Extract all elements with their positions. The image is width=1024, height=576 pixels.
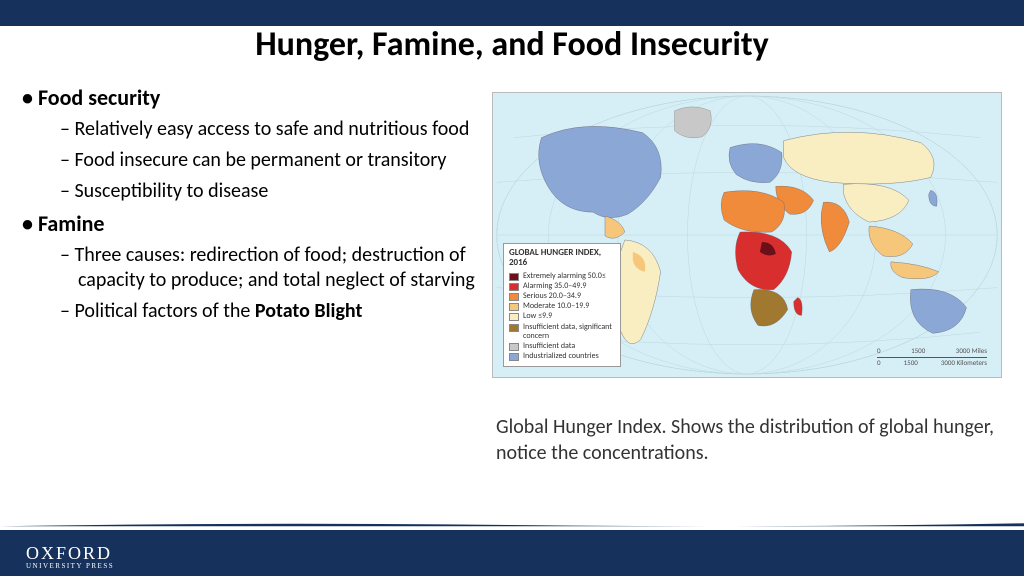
legend-row: Alarming 35.0–49.9 (509, 282, 615, 291)
list-item: Relatively easy access to safe and nutri… (60, 117, 482, 142)
list-item: Three causes: redirection of food; destr… (60, 243, 482, 293)
slide: Hunger, Famine, and Food Insecurity Food… (0, 0, 1024, 576)
legend-row: Industrialized countries (509, 352, 615, 361)
legend-row: Extremely alarming 50.0≤ (509, 272, 615, 281)
list-item: Food insecure can be permanent or transi… (60, 148, 482, 173)
region-russia (784, 132, 934, 184)
map-caption: Global Hunger Index. Shows the distribut… (496, 414, 996, 466)
footer-bar: OXFORD UNIVERSITY PRESS (0, 530, 1024, 576)
header-bar (0, 0, 1024, 26)
list-item: Political factors of the Potato Blight (60, 299, 482, 324)
map-legend: GLOBAL HUNGER INDEX, 2016 Extremely alar… (503, 243, 621, 367)
legend-title: GLOBAL HUNGER INDEX, 2016 (509, 248, 615, 269)
potato-blight-bold: Potato Blight (255, 299, 363, 323)
map-scale: 015003000 Miles 015003000 Kilometers (877, 346, 987, 367)
legend-row: Insufficient data (509, 342, 615, 351)
heading-food-security: Food security (22, 84, 482, 111)
page-title: Hunger, Famine, and Food Insecurity (0, 24, 1024, 65)
legend-row: Low ≤9.9 (509, 312, 615, 321)
heading-famine: Famine (22, 210, 482, 237)
world-map: GLOBAL HUNGER INDEX, 2016 Extremely alar… (492, 92, 1002, 378)
bullet-list: Food security Relatively easy access to … (22, 78, 482, 324)
legend-row: Moderate 10.0–19.9 (509, 302, 615, 311)
region-greenland (675, 107, 712, 138)
list-item: Susceptibility to disease (60, 179, 482, 204)
legend-row: Serious 20.0–34.9 (509, 292, 615, 301)
oxford-logo: OXFORD UNIVERSITY PRESS (26, 543, 114, 570)
legend-row: Insufficient data, significant concern (509, 323, 615, 341)
